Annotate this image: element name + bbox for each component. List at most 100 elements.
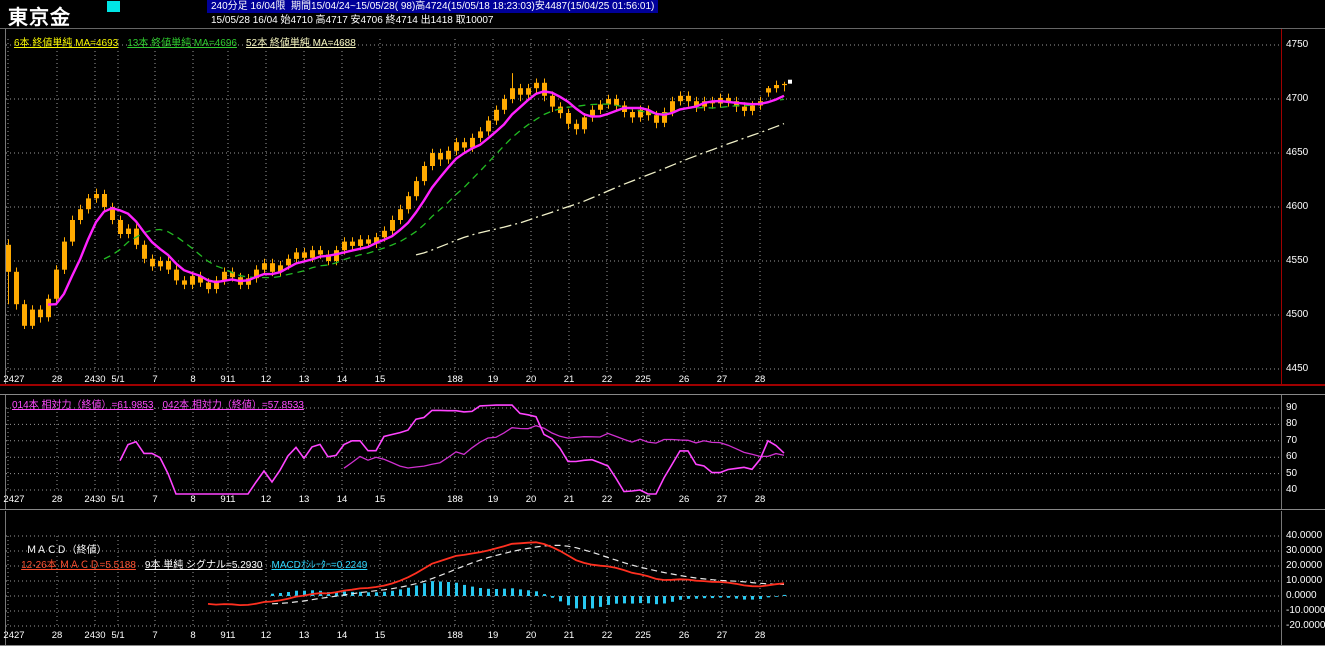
x-tick-label: 12 (260, 630, 272, 641)
x-tick-label: 2430 (84, 374, 106, 385)
x-tick-label: 21 (563, 374, 575, 385)
rsi-y-tick: 50 (1286, 467, 1298, 479)
x-tick-label: 19 (487, 494, 499, 505)
macd-panel: ＭＡＣＤ（終値） 12-26本 ＭＡＣＤ=5.5188 9本 単純 シグナル=5.… (0, 511, 1325, 646)
x-tick-label: 8 (190, 374, 196, 385)
x-tick-label: 8 (190, 630, 196, 641)
macd-signal-line (271, 544, 785, 605)
x-tick-label: 22 (601, 374, 613, 385)
x-tick-label: 28 (754, 374, 766, 385)
ma-mid-line (103, 98, 785, 279)
x-tick-label: 27 (716, 494, 728, 505)
latest-price-marker (788, 79, 792, 84)
x-tick-label: 21 (563, 494, 575, 505)
session-ohlc-line: 15/05/28 16/04 始4710 高4717 安4706 終4714 出… (211, 15, 494, 26)
grid (6, 39, 1280, 373)
legend-param[interactable]: 9本 単純 シグナル=5.2930 (144, 560, 263, 571)
rsi-y-tick: 70 (1286, 434, 1298, 446)
macd-y-tick: 10.0000 (1286, 575, 1323, 586)
legend-param[interactable]: 014本 相対力（終値）=61.9853 (12, 400, 154, 411)
x-tick-label: 21 (563, 630, 575, 641)
price-chart-svg[interactable] (0, 29, 1325, 384)
x-tick-label: 15 (374, 494, 386, 505)
legend-param[interactable]: MACDｵｼﾚｰﾀｰ=0.2249 (271, 560, 368, 571)
legend-param[interactable]: 52本 終値単純 MA=4688 (245, 38, 356, 49)
legend-param[interactable]: 12-26本 ＭＡＣＤ=5.5188 (21, 560, 136, 571)
x-tick-label: 7 (152, 374, 158, 385)
price-ma-legend: 6本 終値単純 MA=4693 13本 終値単純 MA=4696 52本 終値単純 … (14, 34, 365, 49)
x-tick-label: 12 (260, 494, 272, 505)
macd-x-axis: 2427 28 2430 5/1 7 8 911 12 13 14 15 188 19 20 21 22 225… (0, 511, 1325, 645)
macd-y-tick: 20.0000 (1286, 560, 1323, 571)
x-tick-label: 13 (298, 494, 310, 505)
x-tick-label: 20 (525, 630, 537, 641)
rsi-fast-line (119, 404, 785, 495)
legend-param[interactable]: 13本 終値単純 MA=4696 (127, 38, 237, 49)
x-tick-label: 28 (51, 630, 63, 641)
rsi-y-tick: 40 (1286, 484, 1298, 495)
x-tick-label: 13 (298, 374, 310, 385)
price-y-axis: 4750 4700 4650 4600 4550 4500 4450 (0, 29, 1325, 384)
header-marker[interactable] (107, 1, 120, 12)
x-tick-label: 22 (601, 494, 613, 505)
x-tick-label: 26 (678, 374, 690, 385)
rsi-chart-svg[interactable] (0, 395, 1325, 509)
x-tick-label: 2427 (3, 494, 25, 505)
macd-legend-title: ＭＡＣＤ（終値） (26, 545, 107, 556)
plot-border (5, 511, 1282, 645)
price-y-tick: 4600 (1286, 201, 1309, 212)
x-tick-label: 28 (754, 630, 766, 641)
x-tick-label: 188 (447, 374, 463, 385)
x-tick-label: 188 (447, 630, 463, 641)
x-tick-label: 14 (336, 494, 348, 505)
macd-line (207, 541, 785, 607)
rsi-y-tick: 90 (1286, 402, 1298, 413)
rsi-y-axis: 90 80 70 60 50 40 (0, 395, 1325, 509)
x-tick-label: 7 (152, 630, 158, 641)
x-tick-label: 911 (220, 494, 236, 505)
x-tick-label: 28 (754, 494, 766, 505)
x-tick-label: 20 (525, 494, 537, 505)
x-tick-label: 19 (487, 374, 499, 385)
plot-border (5, 29, 1282, 384)
ma-slow-line (415, 122, 785, 256)
x-tick-label: 225 (635, 494, 651, 505)
price-y-tick: 4450 (1286, 363, 1309, 374)
rsi-legend: 014本 相対力（終値）=61.9853 042本 相対力（終値）=57.8533 (12, 396, 313, 411)
x-tick-label: 28 (51, 374, 63, 385)
x-tick-label: 26 (678, 494, 690, 505)
legend-param[interactable]: 042本 相対力（終値）=57.8533 (162, 400, 304, 411)
rsi-y-tick: 60 (1286, 451, 1298, 463)
chart-info-line1: 240分足 16/04限 期間15/04/24~15/05/28( 98)高47… (207, 0, 659, 13)
macd-y-tick: 40.0000 (1286, 530, 1323, 541)
x-tick-label: 7 (152, 494, 158, 505)
x-tick-label: 20 (525, 374, 537, 385)
header: 東京金 240分足 16/04限 期間15/04/24~15/05/28( 98… (0, 0, 1325, 29)
x-tick-label: 13 (298, 630, 310, 641)
legend-param[interactable]: 6本 終値単純 MA=4693 (14, 38, 119, 49)
x-tick-label: 8 (190, 494, 196, 505)
x-tick-label: 2430 (84, 494, 106, 505)
x-tick-label: 27 (716, 630, 728, 641)
macd-legend: ＭＡＣＤ（終値） 12-26本 ＭＡＣＤ=5.5188 9本 単純 シグナル=5.… (10, 530, 376, 571)
x-tick-label: 225 (635, 630, 651, 641)
x-tick-label: 14 (336, 374, 348, 385)
macd-y-tick: 0.0000 (1286, 590, 1317, 601)
x-tick-label: 5/1 (111, 494, 125, 505)
x-tick-label: 22 (601, 630, 613, 641)
x-tick-label: 28 (51, 494, 63, 505)
x-tick-label: 27 (716, 374, 728, 385)
price-panel: 6本 終値単純 MA=4693 13本 終値単純 MA=4696 52本 終値単純 … (0, 28, 1325, 386)
macd-chart-svg[interactable] (0, 511, 1325, 645)
x-tick-label: 19 (487, 630, 499, 641)
price-x-axis: 2427 28 2430 5/1 7 8 911 12 13 14 15 188 19 20 21 22 225… (0, 29, 1325, 385)
x-tick-label: 188 (447, 494, 463, 505)
rsi-y-tick: 80 (1286, 418, 1298, 430)
rsi-panel: 014本 相対力（終値）=61.9853 042本 相対力（終値）=57.8533… (0, 394, 1325, 510)
rsi-slow-line (343, 425, 785, 469)
x-tick-label: 26 (678, 630, 690, 641)
x-tick-label: 12 (260, 374, 272, 385)
macd-y-tick: -10.0000 (1286, 605, 1325, 616)
price-y-tick: 4650 (1286, 147, 1309, 158)
